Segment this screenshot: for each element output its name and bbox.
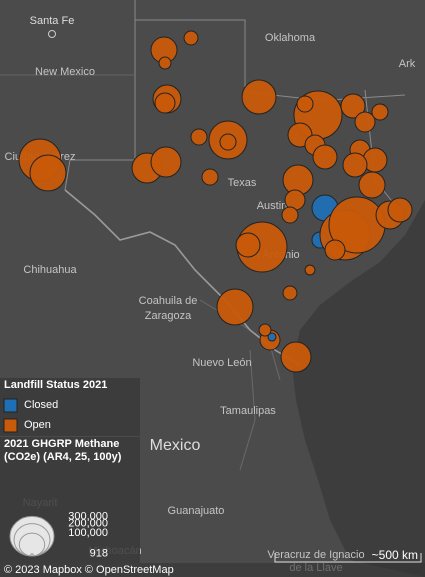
- legend-size-label: 918: [90, 548, 108, 560]
- place-label: New Mexico: [35, 66, 95, 78]
- landfill-bubble: [387, 197, 413, 223]
- scale-bar: [274, 553, 422, 563]
- landfill-bubble: [304, 264, 316, 276]
- landfill-bubble: [219, 133, 237, 151]
- landfill-bubble: [358, 171, 386, 199]
- place-label: Santa Fe: [30, 15, 75, 27]
- landfill-bubble: [354, 111, 376, 133]
- place-label: Ark: [399, 58, 416, 70]
- landfill-bubble: [340, 93, 366, 119]
- legend-label: Open: [24, 419, 51, 431]
- legend-label: Closed: [24, 399, 58, 411]
- state-border: [239, 349, 256, 471]
- landfill-bubble: [190, 128, 208, 146]
- landfill-bubble: [282, 285, 298, 301]
- gulf-water: [292, 200, 425, 577]
- landfill-bubble: [154, 92, 176, 114]
- attribution: © 2023 Mapbox © OpenStreetMap: [4, 564, 174, 576]
- landfill-bubble: [258, 323, 272, 337]
- scale-label: ~500 km: [372, 548, 418, 562]
- place-label: Zaragoza: [145, 310, 192, 322]
- landfill-bubble: [29, 154, 67, 192]
- landfill-bubble: [281, 206, 299, 224]
- place-label: Texas: [228, 177, 257, 189]
- legend-title: (CO2e) (AR4, 25, 100y): [4, 451, 122, 463]
- place-label: Chihuahua: [23, 264, 77, 276]
- place-label: Coahuila de: [139, 295, 198, 307]
- place-label: Austin: [257, 200, 288, 212]
- legend-status-box: [0, 378, 140, 436]
- landfill-bubble: [201, 168, 219, 186]
- landfill-bubble: [324, 239, 346, 261]
- landfill-bubble: [241, 79, 277, 115]
- city-dot: [48, 30, 56, 38]
- legend-size-mark: [30, 553, 34, 557]
- legend-swatch: [3, 398, 18, 413]
- landfill-bubble: [235, 232, 261, 258]
- landfill-bubble: [158, 56, 172, 70]
- landfill-bubble: [183, 30, 199, 46]
- landfill-bubble: [150, 146, 182, 178]
- landfill-bubble: [371, 103, 389, 121]
- landfill-bubble: [312, 144, 338, 170]
- legend: Landfill Status 2021 Closed Open 2021 GHGRP…: [0, 378, 140, 563]
- place-label: Tamaulipas: [220, 405, 276, 417]
- place-label: Mexico: [150, 437, 201, 454]
- legend-size-label: 100,000: [68, 527, 108, 539]
- legend-size-label: 200,000: [68, 518, 108, 530]
- landfill-bubble: [296, 95, 314, 113]
- bubbles: [18, 30, 413, 373]
- place-label: Oklahoma: [265, 32, 316, 44]
- legend-size-mark: [18, 532, 46, 557]
- legend-swatch: [3, 418, 18, 433]
- landfill-bubble: [280, 341, 312, 373]
- state-border: [64, 0, 136, 191]
- legend-title: 2021 GHGRP Methane: [4, 438, 119, 450]
- place-label: Nuevo León: [192, 357, 251, 369]
- landfill-bubble: [342, 152, 368, 178]
- attribution-bar: [0, 563, 425, 577]
- place-label: Guanajuato: [168, 505, 225, 517]
- legend-title: Landfill Status 2021: [4, 379, 107, 391]
- landfill-bubble: [216, 288, 254, 326]
- landfill-bubble: [267, 332, 277, 342]
- legend-size-label: 300,000: [68, 510, 108, 522]
- place-label: Veracruz de Ignacio: [267, 549, 364, 561]
